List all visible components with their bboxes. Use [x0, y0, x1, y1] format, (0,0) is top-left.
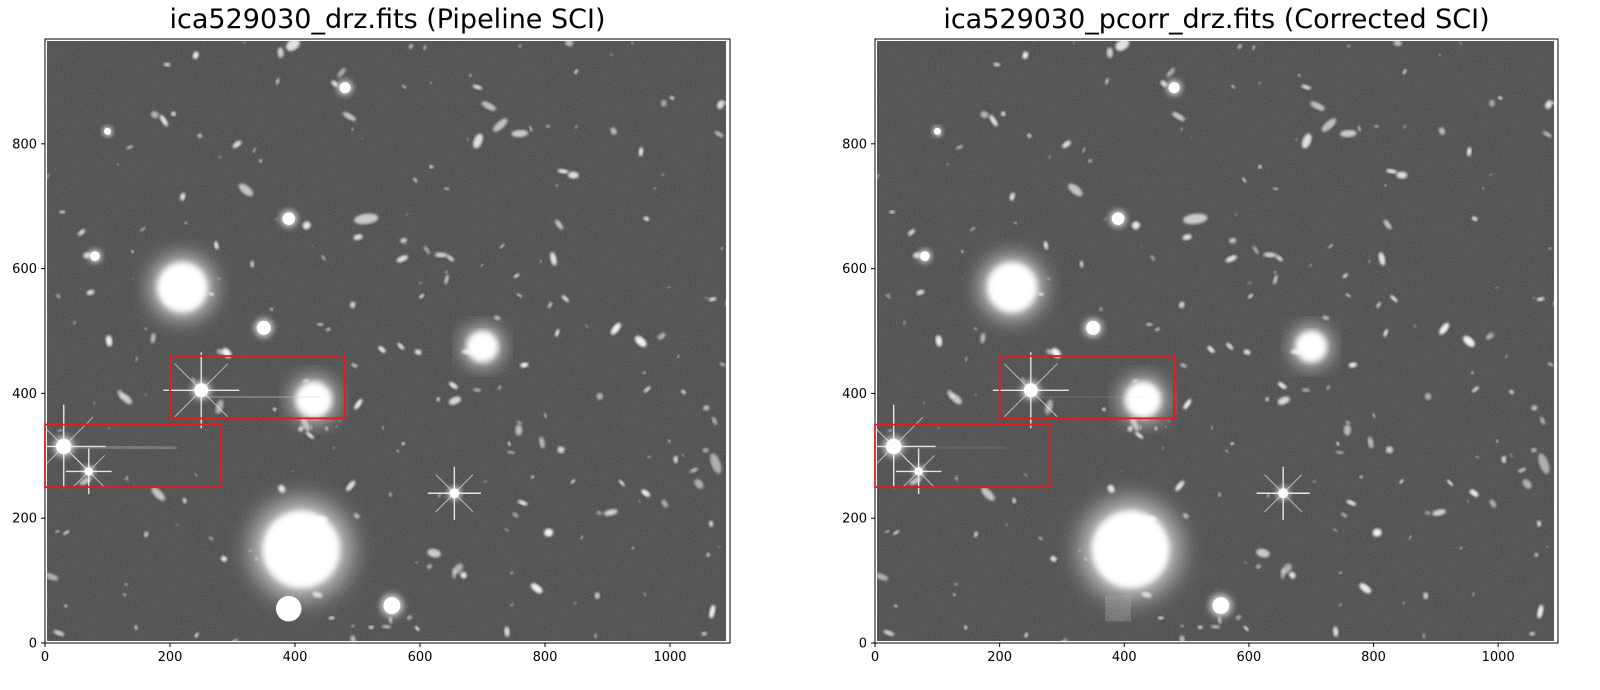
- x-tick-label: 600: [1236, 650, 1261, 665]
- right-region-box-1: [998, 355, 1176, 420]
- right-axes-frame: [874, 38, 1559, 644]
- right-panel-title: ica529030_pcorr_drz.fits (Corrected SCI): [943, 4, 1490, 35]
- x-tick-label: 400: [1112, 650, 1137, 665]
- x-tick-label: 200: [987, 650, 1012, 665]
- left-axes-frame: [44, 38, 731, 644]
- left-panel: 0 200 400 600 800 1000 0 200 400 600 800: [12, 38, 731, 665]
- y-tick-label: 200: [12, 512, 37, 527]
- left-sky-image: [47, 41, 726, 641]
- x-tick-label: 800: [1361, 650, 1386, 665]
- y-tick-label: 600: [842, 262, 867, 277]
- y-tick-label: 400: [12, 387, 37, 402]
- y-tick-label: 400: [842, 387, 867, 402]
- right-region-box-2: [874, 423, 1051, 488]
- x-tick-label: 1000: [653, 650, 686, 665]
- x-tick-label: 400: [283, 650, 308, 665]
- y-tick-label: 800: [12, 137, 37, 152]
- x-tick-label: 1000: [1482, 650, 1515, 665]
- x-tick-label: 800: [533, 650, 558, 665]
- x-tick-label: 600: [408, 650, 433, 665]
- y-tick-label: 0: [29, 637, 37, 652]
- right-panel: 0 200 400 600 800 1000 0 200 400 600 800: [842, 38, 1559, 665]
- left-region-box-2: [44, 423, 221, 488]
- x-tick-label: 0: [41, 650, 49, 665]
- right-sky-image: [877, 41, 1554, 641]
- y-tick-label: 600: [12, 262, 37, 277]
- y-tick-label: 200: [842, 512, 867, 527]
- left-panel-title: ica529030_drz.fits (Pipeline SCI): [169, 4, 606, 35]
- left-region-box-1: [169, 355, 346, 420]
- x-tick-label: 200: [158, 650, 183, 665]
- x-tick-label: 0: [871, 650, 879, 665]
- y-tick-label: 800: [842, 137, 867, 152]
- y-tick-label: 0: [859, 637, 867, 652]
